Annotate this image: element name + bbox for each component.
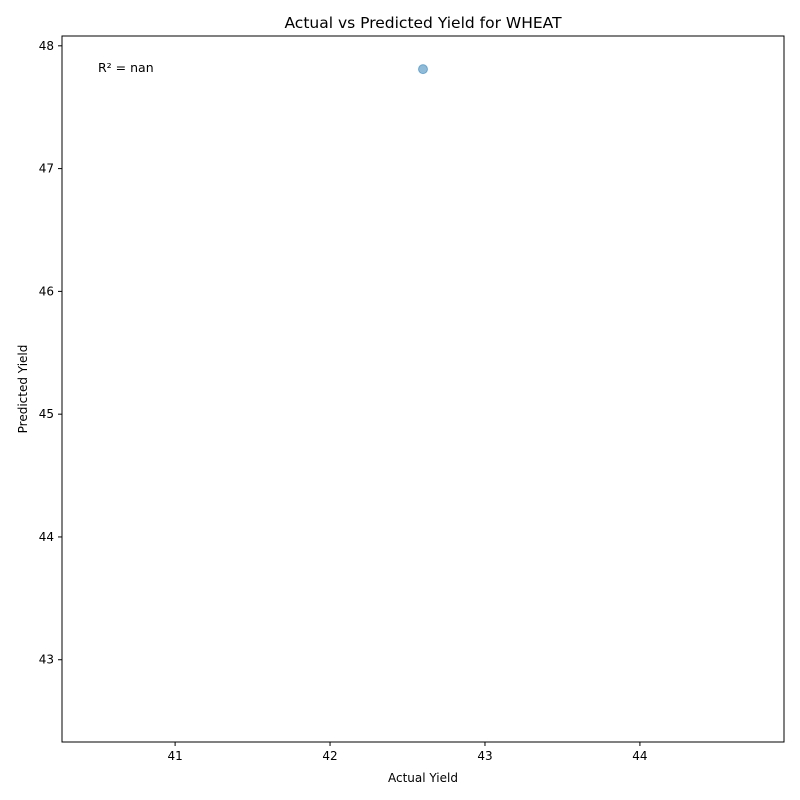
- y-tick-label: 48: [39, 39, 54, 53]
- x-axis-ticks: 41 42 43 44: [167, 742, 648, 763]
- y-tick-label: 47: [39, 162, 54, 176]
- x-tick-label: 43: [477, 749, 492, 763]
- y-tick-label: 43: [39, 653, 54, 667]
- y-tick-label: 45: [39, 407, 54, 421]
- x-axis-label: Actual Yield: [388, 771, 458, 785]
- x-tick-label: 44: [632, 749, 647, 763]
- data-point: [418, 64, 428, 75]
- y-axis-ticks: 43 44 45 46 47 48: [39, 39, 62, 667]
- r-squared-annotation: R² = nan: [98, 60, 154, 75]
- y-tick-label: 44: [39, 530, 54, 544]
- y-tick-label: 46: [39, 284, 54, 298]
- y-axis-label: Predicted Yield: [16, 345, 30, 434]
- scatter-points: [418, 64, 428, 75]
- plot-area: [61, 35, 785, 743]
- chart-title: Actual vs Predicted Yield for WHEAT: [284, 14, 562, 32]
- x-tick-label: 41: [167, 749, 182, 763]
- x-tick-label: 42: [322, 749, 337, 763]
